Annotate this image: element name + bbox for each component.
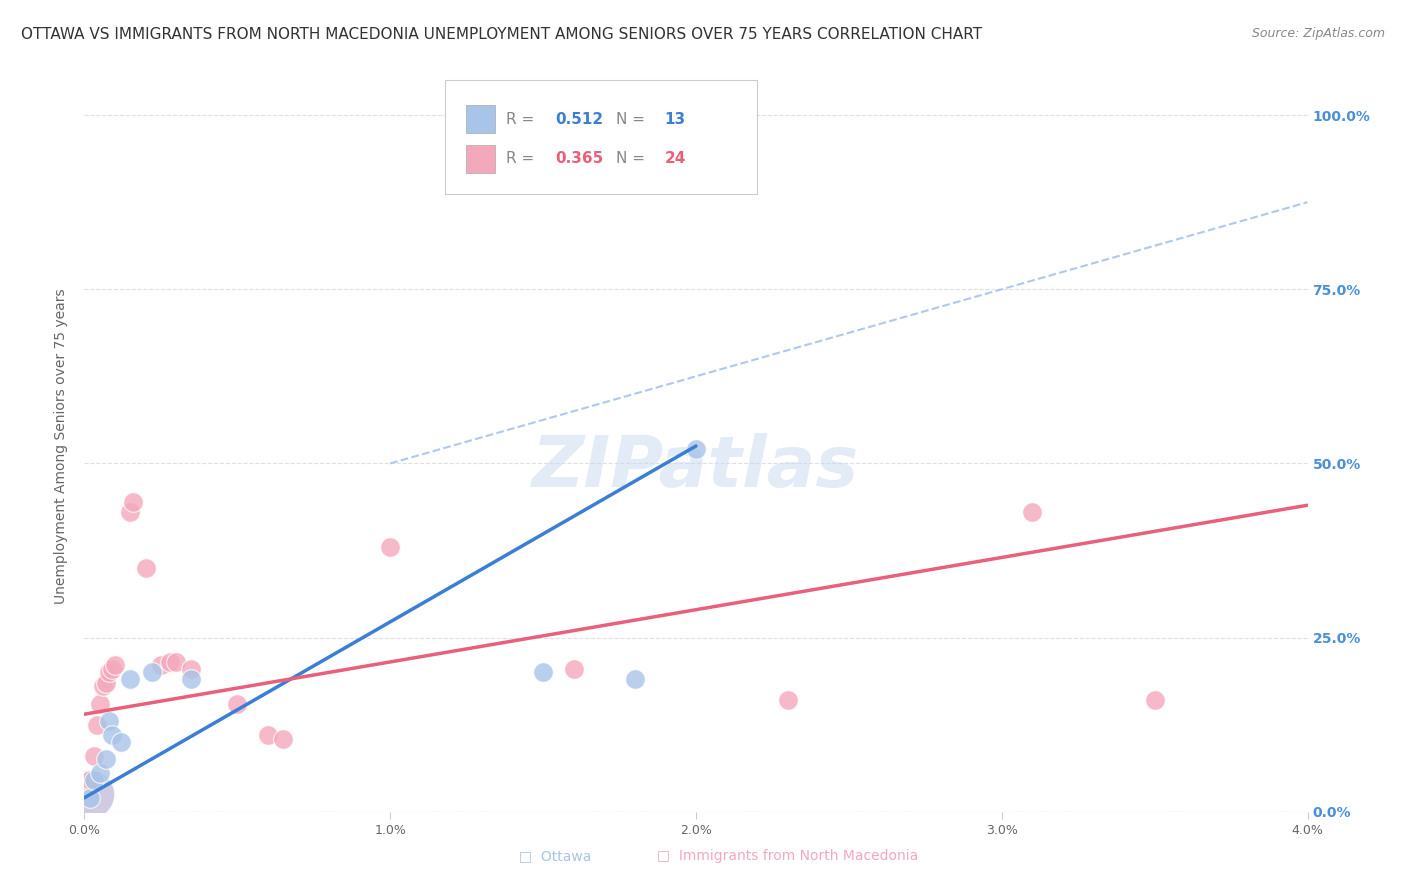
Point — [79, 787, 101, 801]
Point — [94, 676, 117, 690]
Text: R =: R = — [506, 151, 540, 166]
Point — [110, 735, 132, 749]
Text: 24: 24 — [665, 151, 686, 166]
Point — [271, 731, 294, 746]
Text: □  Ottawa: □ Ottawa — [519, 849, 592, 863]
Text: 0.512: 0.512 — [555, 112, 603, 127]
Point — [1021, 505, 1043, 519]
Text: N =: N = — [616, 151, 650, 166]
Y-axis label: Unemployment Among Seniors over 75 years: Unemployment Among Seniors over 75 years — [55, 288, 69, 604]
Point — [120, 673, 142, 687]
Point — [101, 662, 124, 676]
Point — [120, 505, 142, 519]
Point — [165, 655, 187, 669]
Text: ZIPatlas: ZIPatlas — [533, 434, 859, 502]
Point — [83, 773, 105, 788]
Point — [135, 561, 157, 575]
Point — [79, 790, 101, 805]
Point — [776, 693, 799, 707]
Point — [104, 658, 127, 673]
Point — [97, 665, 120, 680]
FancyBboxPatch shape — [465, 145, 495, 172]
FancyBboxPatch shape — [446, 80, 758, 194]
Point — [101, 728, 124, 742]
Point — [149, 658, 172, 673]
Point — [624, 673, 647, 687]
Point — [180, 662, 202, 676]
Text: □  Immigrants from North Macedonia: □ Immigrants from North Macedonia — [657, 849, 918, 863]
Point — [562, 662, 585, 676]
Text: Source: ZipAtlas.com: Source: ZipAtlas.com — [1251, 27, 1385, 40]
Point — [83, 749, 105, 764]
Point — [141, 665, 163, 680]
Point — [257, 728, 280, 742]
Text: 13: 13 — [665, 112, 686, 127]
Point — [380, 540, 402, 554]
Point — [79, 787, 101, 801]
Point — [79, 773, 101, 788]
Text: N =: N = — [616, 112, 650, 127]
Point — [89, 697, 111, 711]
Point — [89, 766, 111, 780]
Text: OTTAWA VS IMMIGRANTS FROM NORTH MACEDONIA UNEMPLOYMENT AMONG SENIORS OVER 75 YEA: OTTAWA VS IMMIGRANTS FROM NORTH MACEDONI… — [21, 27, 983, 42]
FancyBboxPatch shape — [465, 105, 495, 133]
Point — [180, 673, 202, 687]
Text: 0.365: 0.365 — [555, 151, 603, 166]
Point — [531, 665, 554, 680]
Point — [91, 679, 114, 693]
Point — [1143, 693, 1166, 707]
Point — [122, 494, 145, 508]
Point — [86, 717, 108, 731]
Point — [97, 714, 120, 728]
Text: R =: R = — [506, 112, 540, 127]
Point — [226, 697, 249, 711]
Point — [685, 442, 707, 457]
Point — [159, 655, 181, 669]
Point — [94, 752, 117, 766]
